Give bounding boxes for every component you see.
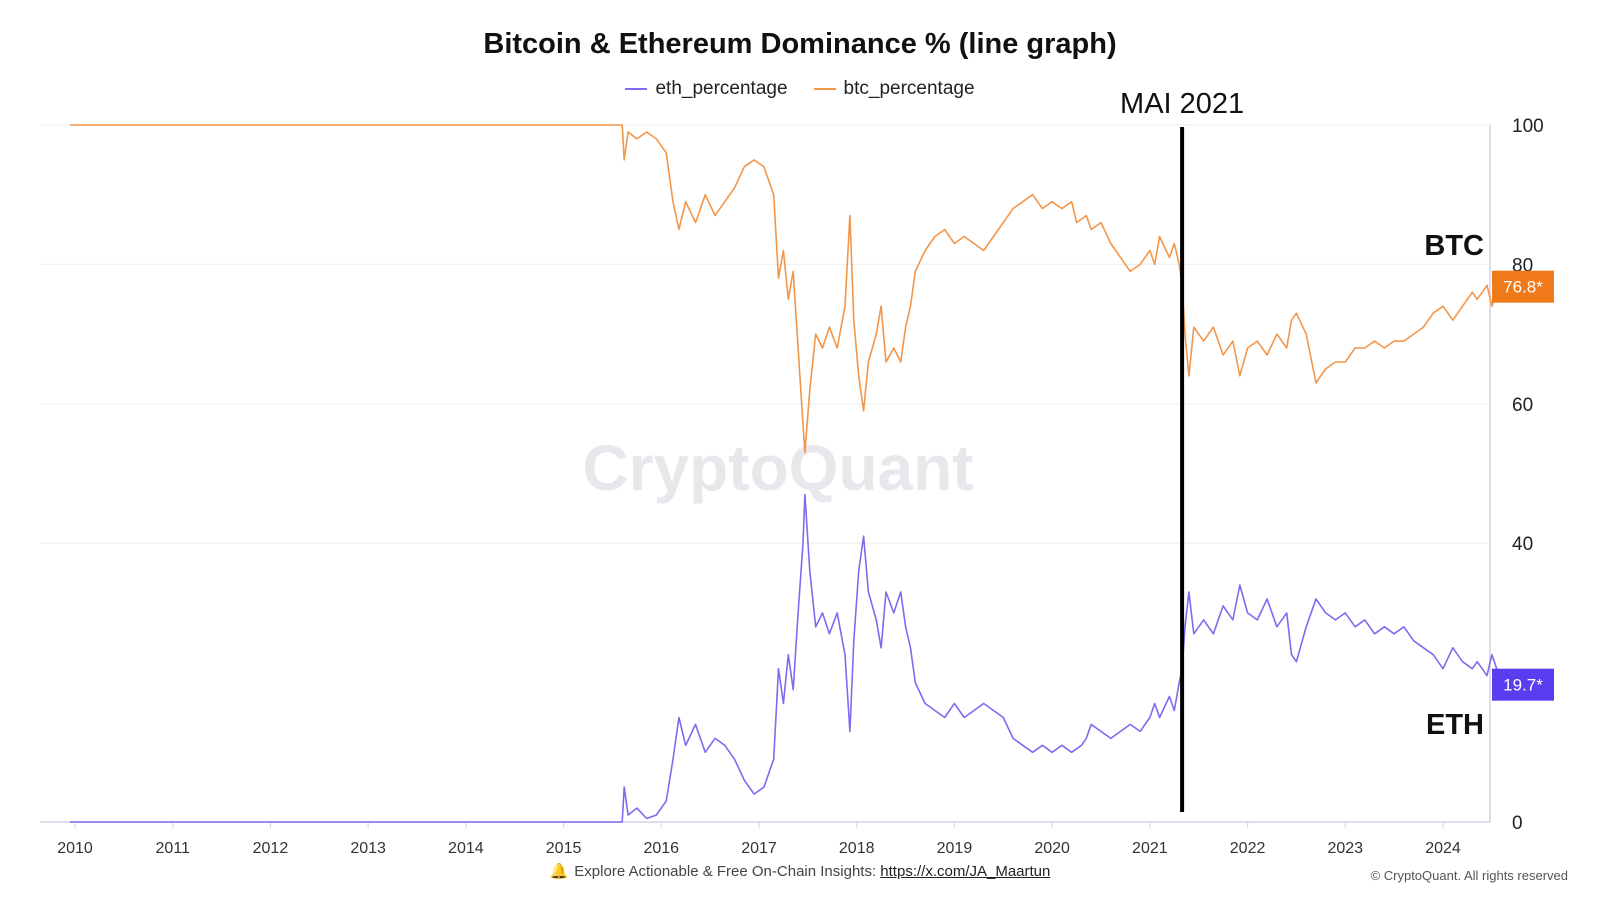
legend-swatch-eth: [625, 88, 648, 90]
x-tick-label-2011: 2011: [156, 840, 191, 857]
x-tick-label-2013: 2013: [350, 840, 386, 857]
series-line-btc_percentage: [70, 124, 1505, 454]
x-tick-label-2024: 2024: [1425, 840, 1461, 857]
x-tick-label-2022: 2022: [1230, 840, 1266, 857]
legend-item-eth[interactable]: eth_percentage: [625, 78, 788, 100]
x-tick-label-2016: 2016: [643, 840, 679, 857]
y-tick-label-100: 100: [1512, 116, 1544, 137]
y-tick-label-40: 40: [1512, 534, 1533, 555]
legend-label-eth: eth_percentage: [655, 78, 788, 99]
legend: eth_percentage btc_percentage: [0, 78, 1600, 100]
x-tick-label-2023: 2023: [1327, 840, 1363, 857]
legend-label-btc: btc_percentage: [843, 78, 975, 99]
footer-text: Explore Actionable & Free On-Chain Insig…: [574, 863, 877, 880]
legend-item-btc[interactable]: btc_percentage: [813, 78, 975, 100]
annotation-label-eth: ETH: [1426, 709, 1484, 741]
legend-swatch-btc: [813, 88, 836, 90]
x-tick-label-2014: 2014: [448, 840, 484, 857]
x-tick-label-2012: 2012: [253, 840, 289, 857]
x-tick-label-2019: 2019: [937, 840, 973, 857]
y-tick-label-60: 60: [1512, 395, 1533, 416]
series-line-eth_percentage: [70, 493, 1505, 823]
chart-title: Bitcoin & Ethereum Dominance % (line gra…: [483, 28, 1117, 60]
bell-icon: 🔔: [549, 863, 569, 880]
last-value-label-eth_percentage: 19.7*: [1503, 676, 1543, 695]
last-value-badge-btc_percentage: [1492, 270, 1554, 303]
annotation-label-btc: BTC: [1424, 230, 1484, 262]
x-tick-label-2017: 2017: [741, 840, 777, 857]
x-tick-label-2010: 2010: [57, 840, 93, 857]
watermark: CryptoQuant: [582, 432, 973, 504]
copyright: © CryptoQuant. All rights reserved: [1370, 868, 1568, 883]
x-tick-label-2021: 2021: [1132, 840, 1168, 857]
footer-note: 🔔 Explore Actionable & Free On-Chain Insi…: [0, 862, 1600, 880]
last-value-label-btc_percentage: 76.8*: [1503, 278, 1543, 297]
x-tick-label-2018: 2018: [839, 840, 875, 857]
x-tick-label-2020: 2020: [1034, 840, 1070, 857]
last-value-badge-eth_percentage: [1492, 668, 1554, 701]
footer-link[interactable]: https://x.com/JA_Maartun: [880, 863, 1051, 880]
annotation-label-mai-2021: MAI 2021: [1120, 88, 1244, 120]
x-tick-label-2015: 2015: [546, 840, 582, 857]
y-tick-label-0: 0: [1512, 813, 1523, 834]
